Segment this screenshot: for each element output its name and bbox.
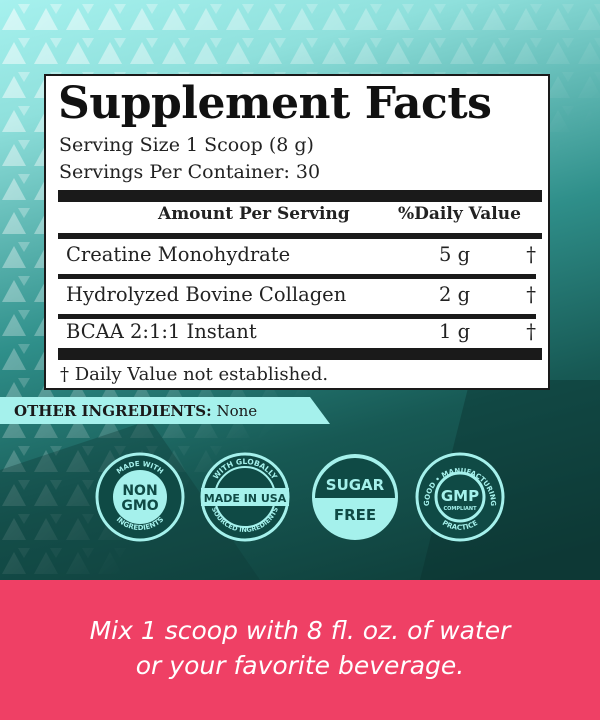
divider-thick [58,190,542,202]
nutrient-amount: 5 g [439,243,471,266]
instructions-line-2: or your favorite beverage. [135,651,465,680]
svg-text:GMO: GMO [121,498,158,514]
svg-text:FREE: FREE [334,506,376,524]
made-in-usa-badge: WITH GLOBALLY SOURCED INGREDIENTS MADE I… [200,452,290,542]
header-amount: Amount Per Serving [158,204,350,224]
nutrient-dv: † [526,283,536,306]
gmp-compliant-badge: GOOD • MANUFACTURING PRACTICE GMP COMPLI… [415,452,505,542]
sugar-free-badge: SUGAR FREE [312,454,398,540]
instructions-line-1: Mix 1 scoop with 8 fl. oz. of water [89,616,511,645]
other-ingredients-label: OTHER INGREDIENTS: [14,402,212,420]
servings-per-container: Servings Per Container: 30 [59,161,321,183]
svg-text:COMPLIANT: COMPLIANT [443,506,477,512]
nutrient-amount: 1 g [439,320,471,343]
svg-text:NON: NON [122,483,157,499]
header-daily-value: %Daily Value [398,204,521,224]
nutrient-dv: † [526,243,536,266]
divider [58,233,542,239]
nutrient-name: Creatine Monohydrate [66,243,291,266]
nutrient-dv: † [526,320,536,343]
nutrient-row: BCAA 2:1:1 Instant 1 g † [66,320,536,346]
serving-size: Serving Size 1 Scoop (8 g) [59,134,314,156]
svg-text:SUGAR: SUGAR [326,476,385,494]
nutrient-name: BCAA 2:1:1 Instant [66,320,257,343]
facts-title: Supplement Facts [58,78,492,129]
svg-text:GMP: GMP [441,487,479,505]
nutrient-row: Creatine Monohydrate 5 g † [66,243,536,269]
instructions-banner: Mix 1 scoop with 8 fl. oz. of water or y… [0,580,600,720]
other-ingredients: OTHER INGREDIENTS: None [0,397,330,424]
footnote: † Daily Value not established. [60,364,329,385]
svg-text:MADE IN USA: MADE IN USA [204,492,287,505]
non-gmo-badge: MADE WITH INGREDIENTS NON GMO [95,452,185,542]
svg-text:PRACTICE: PRACTICE [441,519,479,532]
nutrient-row: Hydrolyzed Bovine Collagen 2 g † [66,283,536,309]
other-ingredients-value: None [216,402,258,420]
divider [58,274,536,279]
nutrient-name: Hydrolyzed Bovine Collagen [66,283,347,306]
nutrient-amount: 2 g [439,283,471,306]
divider [58,314,536,319]
supplement-facts-panel: Supplement Facts Serving Size 1 Scoop (8… [44,74,550,390]
divider-thick [58,348,542,360]
